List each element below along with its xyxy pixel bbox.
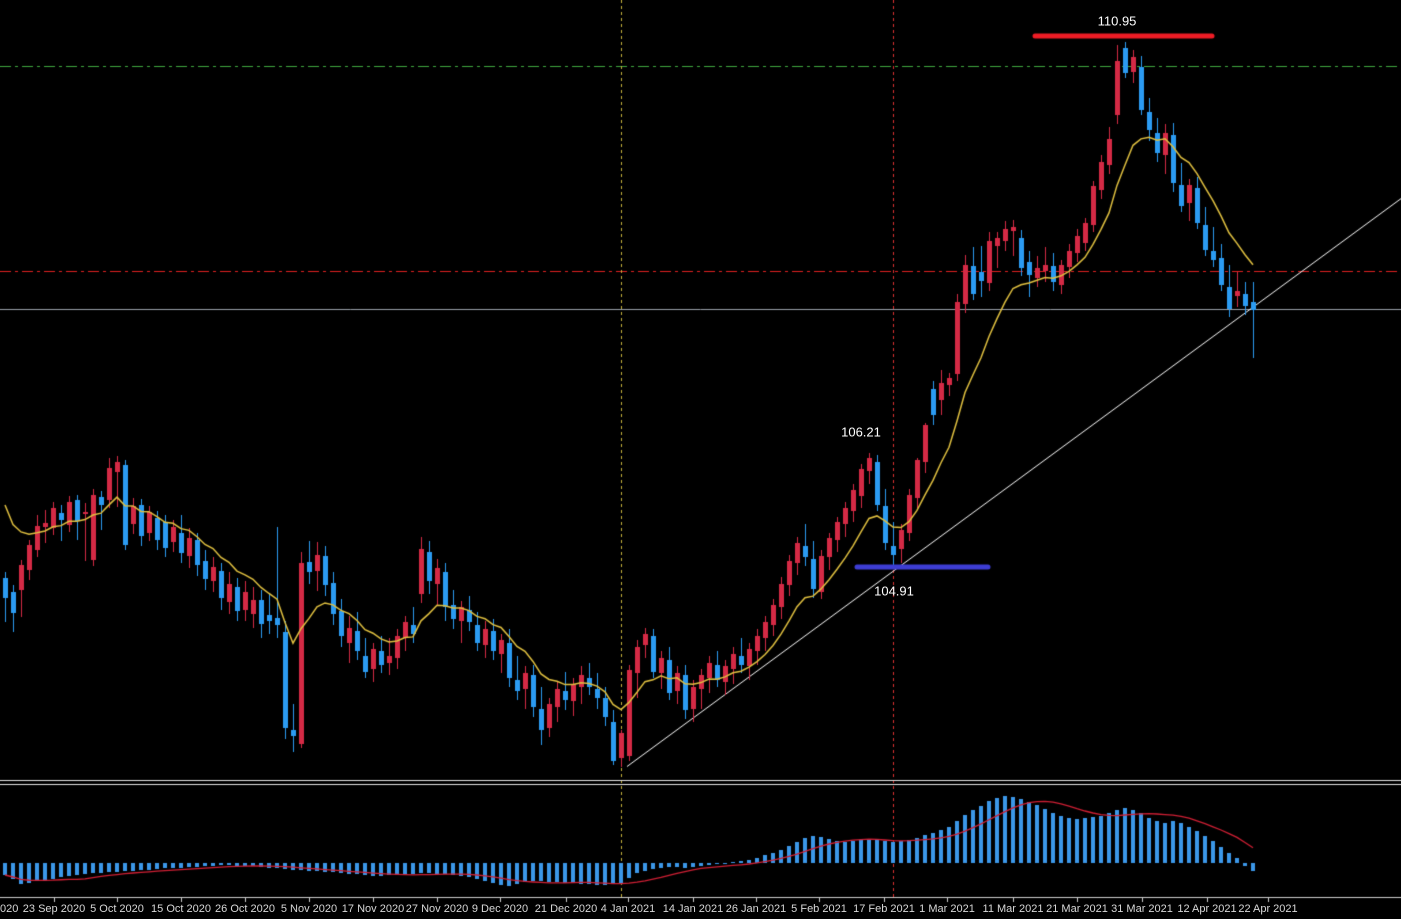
x-axis-label: 11 Mar 2021 [982,903,1044,915]
x-axis-label: 5 Feb 2021 [791,903,847,915]
x-axis: 020 23 Sep 2020 5 Oct 2020 15 Oct 2020 26 Oc… [0,898,1401,919]
x-axis-label: 26 Oct 2020 [215,903,275,915]
x-axis-label: 5 Nov 2020 [280,903,338,915]
x-axis-label: 21 Mar 2021 [1046,903,1108,915]
x-axis-label: 4 Jan 2021 [600,903,656,915]
x-axis-label: 9 Dec 2020 [471,903,529,915]
x-axis-label: 1 Mar 2021 [919,903,975,915]
x-axis-label: 27 Nov 2020 [405,903,469,915]
x-axis-label: 12 Apr 2021 [1177,903,1237,915]
x-axis-label: 15 Oct 2020 [151,903,211,915]
x-axis-label: 22 Apr 2021 [1238,903,1298,915]
x-axis-label: 21 Dec 2020 [534,903,598,915]
x-axis-label: 23 Sep 2020 [22,903,86,915]
x-axis-label: 14 Jan 2021 [662,903,724,915]
swing-high-price-label: 106.21 [841,424,881,440]
x-axis-label: 020 [0,903,19,915]
x-axis-label: 31 Mar 2021 [1111,903,1173,915]
resistance-price-label: 110.95 [1097,13,1137,29]
x-axis-label: 26 Jan 2021 [725,903,787,915]
x-axis-label: 5 Oct 2020 [90,903,144,915]
support-price-label: 104.91 [874,583,914,599]
x-axis-label: 17 Nov 2020 [341,903,405,915]
x-axis-label: 17 Feb 2021 [853,903,915,915]
